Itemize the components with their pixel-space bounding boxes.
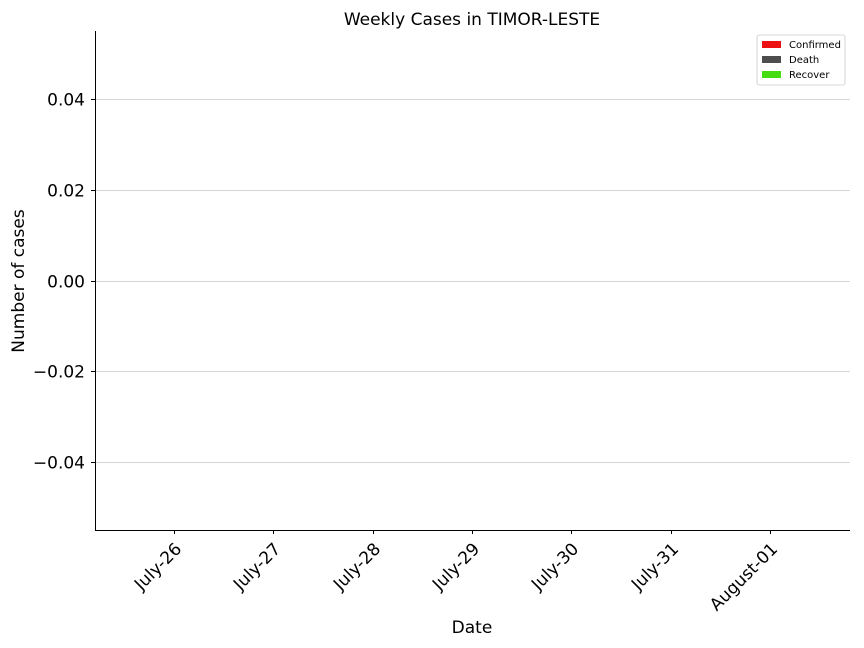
x-ticks: July-26 July-27 July-28 July-29 July-30 July-… [130, 530, 782, 615]
chart-title: Weekly Cases in TIMOR-LESTE [344, 10, 600, 30]
legend-label: Death [789, 55, 819, 66]
y-tick-label: 0.00 [47, 273, 85, 293]
x-tick-label: July-26 [130, 539, 186, 595]
x-tick-label: July-28 [329, 539, 385, 595]
gridlines [95, 99, 850, 463]
legend-label: Recover [789, 70, 830, 81]
legend-swatch [762, 71, 781, 78]
y-ticks: −0.04 −0.02 0.00 0.02 0.04 [33, 91, 95, 474]
y-tick-label: 0.02 [47, 182, 85, 202]
legend-swatch [762, 41, 781, 48]
legend-swatch [762, 56, 781, 63]
x-tick-label: August-01 [706, 539, 782, 615]
y-axis-label: Number of cases [9, 209, 29, 353]
x-tick-label: July-30 [527, 539, 583, 595]
y-tick-label: 0.04 [47, 91, 85, 111]
x-tick-label: July-29 [428, 539, 484, 595]
y-tick-label: −0.04 [33, 454, 85, 474]
legend-label: Confirmed [789, 40, 841, 51]
legend: Confirmed Death Recover [756, 34, 846, 86]
y-tick-label: −0.02 [33, 363, 85, 383]
x-axis-label: Date [452, 618, 493, 638]
x-tick-label: July-27 [229, 539, 285, 595]
x-tick-label: July-31 [627, 539, 683, 595]
